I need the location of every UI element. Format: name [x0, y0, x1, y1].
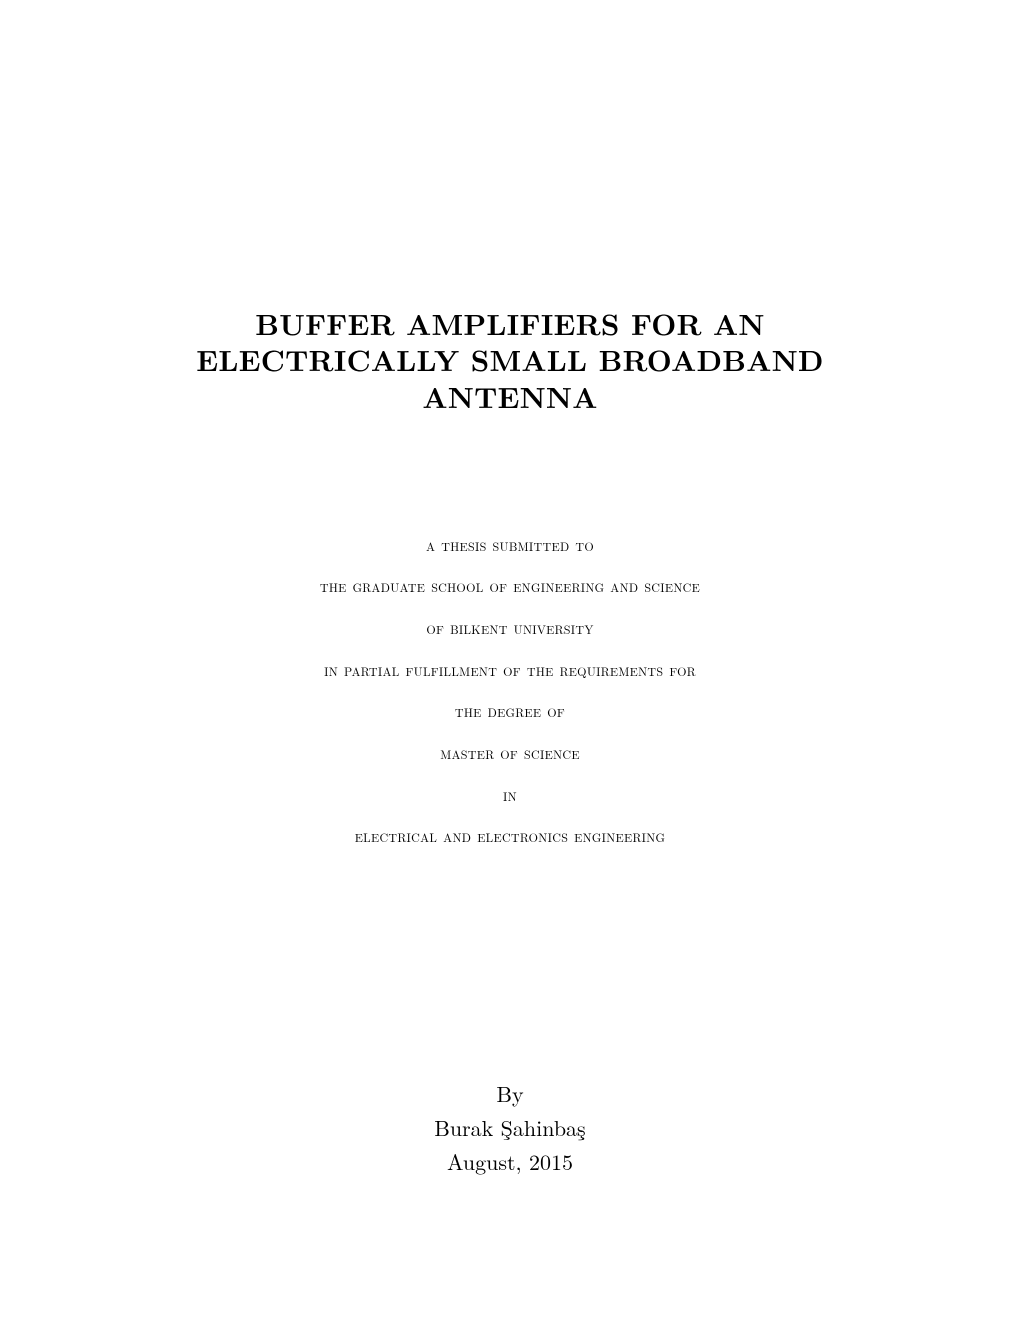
thesis-title-page: BUFFER AMPLIFIERS FOR AN ELECTRICALLY SM…	[0, 0, 1020, 1320]
submission-line-3: of bilkent university	[150, 607, 870, 649]
submission-block: a thesis submitted to the graduate schoo…	[150, 524, 870, 857]
submission-line-2: the graduate school of engineering and s…	[150, 565, 870, 607]
submission-line-4: in partial fulfillment of the requiremen…	[150, 649, 870, 691]
author-by: By	[150, 1077, 870, 1111]
author-date: August, 2015	[150, 1145, 870, 1179]
author-block: By Burak Şahinbaş August, 2015	[150, 1077, 870, 1179]
title-line-1: BUFFER AMPLIFIERS FOR AN	[150, 305, 870, 341]
submission-line-8: electrical and electronics engineering	[150, 815, 870, 857]
title-line-2: ELECTRICALLY SMALL BROADBAND	[150, 341, 870, 377]
submission-line-6: master of science	[150, 732, 870, 774]
submission-line-5: the degree of	[150, 690, 870, 732]
author-name: Burak Şahinbaş	[150, 1111, 870, 1145]
submission-line-7: in	[150, 774, 870, 816]
submission-line-1: a thesis submitted to	[150, 524, 870, 566]
title-line-3: ANTENNA	[150, 378, 870, 414]
thesis-title: BUFFER AMPLIFIERS FOR AN ELECTRICALLY SM…	[150, 305, 870, 414]
